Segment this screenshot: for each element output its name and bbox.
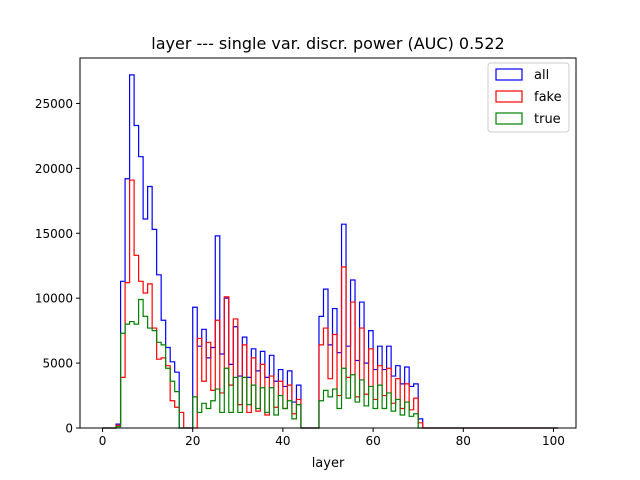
x-axis-ticks: 0 20 40 60 80 100 <box>99 428 565 448</box>
legend-label-fake: fake <box>534 90 562 105</box>
legend: all fake true <box>487 62 570 133</box>
x-tick-label: 100 <box>542 434 565 448</box>
legend-label-all: all <box>534 68 549 83</box>
legend-label-true: true <box>534 112 561 127</box>
legend-swatch-fake <box>495 90 523 103</box>
x-tick-label: 0 <box>99 434 107 448</box>
x-tick-label: 40 <box>275 434 290 448</box>
y-tick-label: 10000 <box>35 292 73 306</box>
legend-items: all fake true <box>495 68 562 127</box>
legend-swatch-all <box>495 68 523 81</box>
y-tick-label: 25000 <box>35 97 73 111</box>
legend-swatch-true <box>495 112 523 125</box>
x-tick-label: 80 <box>456 434 471 448</box>
y-tick-label: 5000 <box>42 357 73 371</box>
x-tick-label: 60 <box>365 434 380 448</box>
y-tick-label: 0 <box>65 422 73 436</box>
y-axis-ticks: 0 5000 10000 15000 20000 25000 <box>35 97 80 436</box>
chart-title: layer --- single var. discr. power (AUC)… <box>151 34 504 53</box>
x-tick-label: 20 <box>185 434 200 448</box>
y-tick-label: 15000 <box>35 227 73 241</box>
plot-frame <box>79 57 577 429</box>
x-axis-label: layer <box>312 456 345 471</box>
y-tick-label: 20000 <box>35 162 73 176</box>
